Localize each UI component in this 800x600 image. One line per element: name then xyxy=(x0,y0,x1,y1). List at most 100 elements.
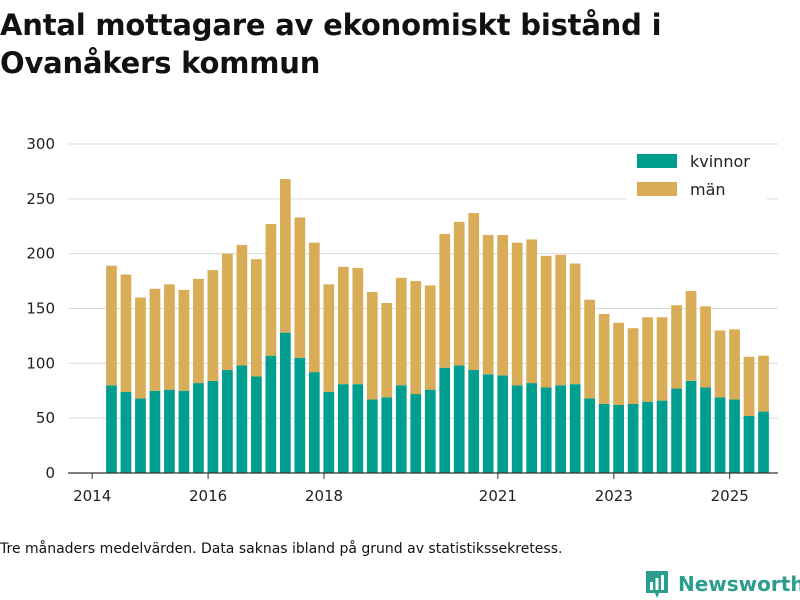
x-tick-label: 2021 xyxy=(479,487,517,505)
bar-kvinnor xyxy=(453,365,465,473)
bar-man xyxy=(685,290,697,381)
bar-kvinnor xyxy=(743,415,755,473)
bar-man xyxy=(120,274,132,392)
bar-kvinnor xyxy=(135,398,146,473)
bar-man xyxy=(627,328,639,404)
y-tick-label: 0 xyxy=(45,464,55,482)
bar-kvinnor xyxy=(468,369,480,473)
legend-swatch-kvinnor xyxy=(637,154,677,168)
x-axis-tick-labels: 2014 2016 2018 2021 2023 2025 xyxy=(73,473,749,505)
bar-man xyxy=(395,277,407,386)
bar-kvinnor xyxy=(642,401,653,473)
bar-man xyxy=(642,317,653,402)
bar-series xyxy=(106,179,769,473)
bar-man xyxy=(526,239,538,384)
bar-kvinnor xyxy=(497,375,509,473)
bar-man xyxy=(540,255,552,388)
bar-man xyxy=(656,317,668,401)
bar-kvinnor xyxy=(366,399,378,473)
footnote: Tre månaders medelvärden. Data saknas ib… xyxy=(0,541,563,557)
bar-kvinnor xyxy=(526,383,538,473)
y-tick-label: 250 xyxy=(26,190,55,208)
x-tick-label: 2025 xyxy=(711,487,749,505)
bar-man xyxy=(323,284,335,392)
bar-man xyxy=(439,233,451,368)
bar-kvinnor xyxy=(120,391,132,473)
bar-kvinnor xyxy=(700,387,711,473)
bar-man xyxy=(366,292,378,400)
bar-man xyxy=(671,305,682,389)
bar-man xyxy=(555,254,567,386)
bar-kvinnor xyxy=(381,397,393,473)
bar-man xyxy=(279,179,291,333)
bar-man xyxy=(294,217,306,358)
newsworthy-logo-text: Newsworthy xyxy=(678,572,800,596)
y-tick-label: 150 xyxy=(26,300,55,318)
bar-man xyxy=(453,221,465,366)
bar-kvinnor xyxy=(149,390,161,473)
bar-man xyxy=(337,266,349,385)
bar-man xyxy=(584,299,595,399)
bar-man xyxy=(106,265,117,386)
bar-kvinnor xyxy=(584,398,595,473)
bar-man xyxy=(149,288,161,391)
x-tick-label: 2016 xyxy=(189,487,227,505)
bar-kvinnor xyxy=(729,399,740,473)
y-tick-label: 200 xyxy=(26,245,55,263)
bar-man xyxy=(178,289,190,391)
bar-kvinnor xyxy=(395,385,407,473)
bar-man xyxy=(700,306,711,388)
bar-man xyxy=(468,213,480,370)
bar-man xyxy=(743,356,755,416)
bar-kvinnor xyxy=(308,372,320,473)
y-axis-tick-labels: 0 50 100 150 200 250 300 xyxy=(26,135,55,482)
bar-kvinnor xyxy=(511,385,523,473)
bar-kvinnor xyxy=(178,390,190,473)
bar-kvinnor xyxy=(279,332,291,473)
bar-kvinnor xyxy=(323,391,335,473)
bar-kvinnor xyxy=(164,389,175,473)
bar-kvinnor xyxy=(410,394,422,473)
bar-kvinnor xyxy=(352,384,364,473)
bar-man xyxy=(410,281,422,395)
newsworthy-logo-icon xyxy=(646,571,668,598)
bar-kvinnor xyxy=(627,403,639,473)
bar-kvinnor xyxy=(714,397,726,473)
bar-kvinnor xyxy=(685,380,697,473)
bar-kvinnor xyxy=(337,384,349,473)
legend: kvinnor män xyxy=(627,150,767,200)
bar-kvinnor xyxy=(207,380,219,473)
bar-kvinnor xyxy=(598,403,610,473)
legend-label-kvinnor: kvinnor xyxy=(690,152,750,171)
bar-kvinnor xyxy=(555,385,567,473)
bar-man xyxy=(758,355,769,412)
bar-man xyxy=(613,322,624,406)
bar-kvinnor xyxy=(569,384,581,473)
bar-man xyxy=(482,235,494,375)
bar-kvinnor xyxy=(236,365,248,473)
bar-kvinnor xyxy=(251,376,262,473)
y-tick-label: 50 xyxy=(36,409,55,427)
bar-kvinnor xyxy=(482,374,494,473)
bar-kvinnor xyxy=(222,369,233,473)
bar-kvinnor xyxy=(758,411,769,473)
bar-man xyxy=(511,242,523,386)
bar-man xyxy=(308,242,320,373)
bar-man xyxy=(164,284,175,390)
bar-man xyxy=(193,278,204,384)
bar-man xyxy=(222,253,233,370)
bar-kvinnor xyxy=(439,367,451,473)
bar-man xyxy=(251,259,262,377)
bar-man xyxy=(569,263,581,385)
bar-kvinnor xyxy=(265,355,277,473)
bar-man xyxy=(207,270,219,381)
newsworthy-logo[interactable]: Newsworthy xyxy=(644,568,800,600)
bar-kvinnor xyxy=(294,357,306,473)
bar-man xyxy=(424,285,436,390)
bar-kvinnor xyxy=(424,389,436,473)
bar-man xyxy=(381,303,393,398)
bar-man xyxy=(352,267,364,385)
bar-kvinnor xyxy=(613,405,624,473)
bar-man xyxy=(236,244,248,366)
